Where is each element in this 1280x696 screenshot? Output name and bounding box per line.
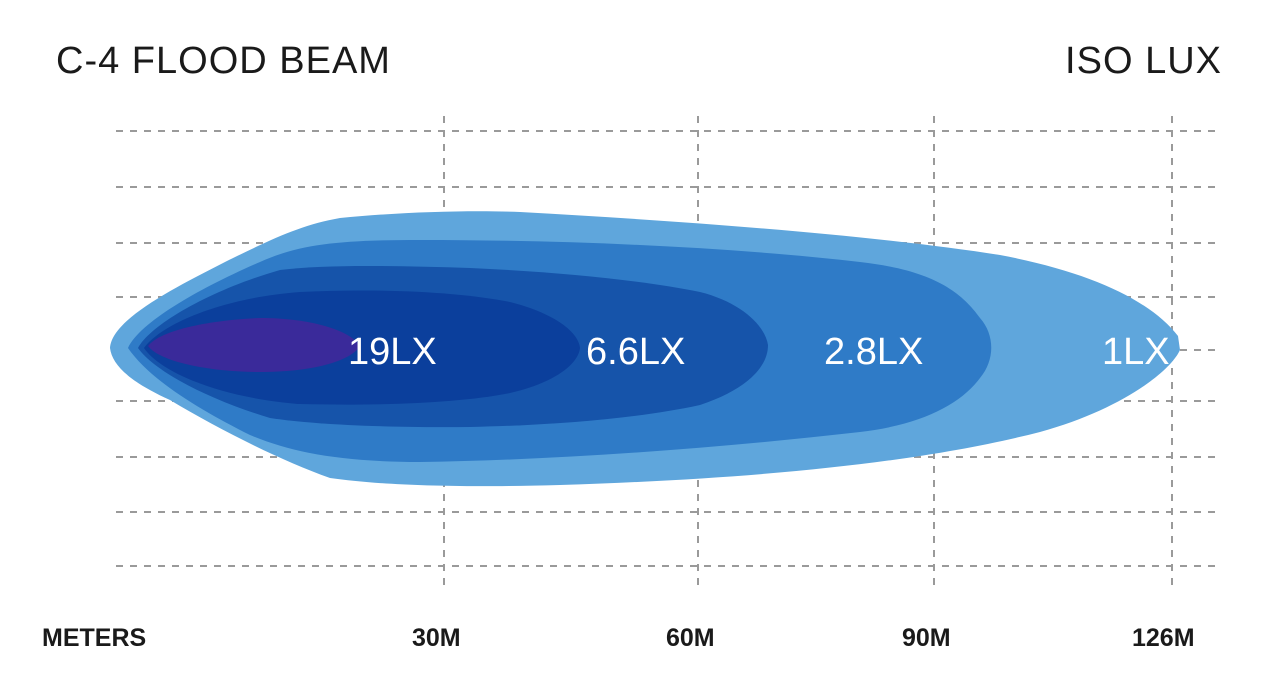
axis-tick-label: 30M	[412, 624, 461, 652]
zone-label-2-8lx: 2.8LX	[824, 331, 923, 373]
zone-label-1lx: 1LX	[1102, 331, 1170, 373]
diagram-title: C-4 FLOOD BEAM	[56, 40, 391, 82]
axis-unit-label: METERS	[42, 624, 147, 652]
zone-label-19lx: 19LX	[348, 331, 437, 373]
axis-tick-label: 90M	[902, 624, 951, 652]
diagram-subtitle: ISO LUX	[1065, 40, 1222, 82]
zone-label-6-6lx: 6.6LX	[586, 331, 685, 373]
axis-tick-label: 126M	[1132, 624, 1195, 652]
axis-tick-label: 60M	[666, 624, 715, 652]
innermost-zone-shape	[148, 318, 360, 372]
